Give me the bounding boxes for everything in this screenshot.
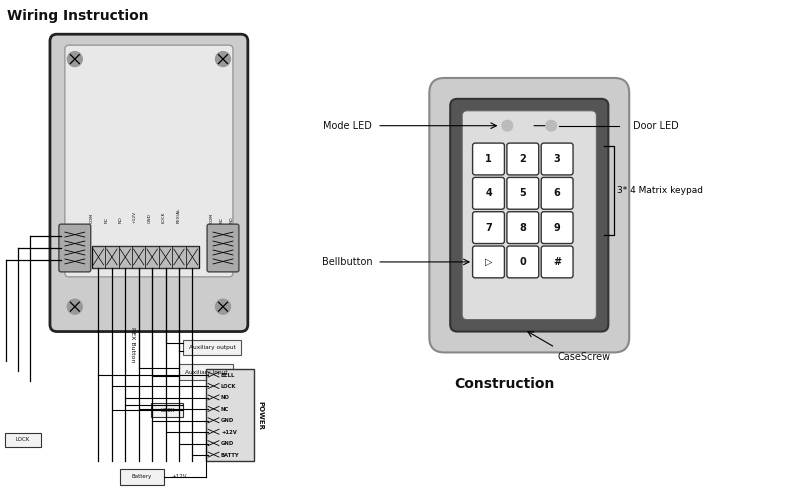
Text: 3* 4 Matrix keypad: 3* 4 Matrix keypad	[618, 186, 703, 195]
Text: BATTY: BATTY	[221, 452, 240, 458]
Text: +12V: +12V	[133, 211, 137, 223]
Text: 4: 4	[485, 188, 492, 198]
Text: POWER: POWER	[258, 400, 264, 430]
Bar	[206, 370, 254, 461]
FancyBboxPatch shape	[59, 224, 90, 272]
Text: 0: 0	[519, 257, 526, 267]
Text: Wiring Instruction: Wiring Instruction	[7, 10, 149, 24]
Text: Auxiliary output: Auxiliary output	[189, 345, 235, 350]
FancyBboxPatch shape	[473, 246, 505, 278]
FancyBboxPatch shape	[473, 143, 505, 175]
Text: 2: 2	[519, 154, 526, 164]
Bar	[179, 364, 233, 380]
Text: 5: 5	[519, 188, 526, 198]
Text: 7: 7	[485, 222, 492, 232]
Circle shape	[546, 120, 557, 131]
Circle shape	[215, 52, 230, 66]
Text: Auxiliary Input: Auxiliary Input	[185, 370, 227, 375]
Text: ▷: ▷	[485, 257, 492, 267]
Text: NO: NO	[230, 216, 234, 223]
FancyBboxPatch shape	[542, 212, 573, 244]
Text: Mode LED: Mode LED	[323, 120, 372, 130]
Bar	[151, 403, 183, 417]
Text: GND: GND	[221, 441, 234, 446]
FancyBboxPatch shape	[450, 99, 608, 332]
Text: +12V: +12V	[171, 474, 186, 480]
FancyBboxPatch shape	[473, 178, 505, 209]
Text: NO: NO	[118, 216, 122, 223]
Bar	[119, 470, 164, 484]
FancyBboxPatch shape	[507, 143, 538, 175]
Circle shape	[67, 299, 82, 314]
Bar	[6, 433, 41, 447]
Text: 3: 3	[554, 154, 561, 164]
Text: COM: COM	[90, 213, 94, 223]
Bar	[183, 340, 241, 355]
FancyBboxPatch shape	[507, 246, 538, 278]
Text: 8: 8	[519, 222, 526, 232]
Text: GND: GND	[221, 418, 234, 424]
FancyBboxPatch shape	[65, 45, 233, 277]
Text: LOCK: LOCK	[160, 408, 174, 412]
Text: BELL: BELL	[221, 372, 235, 378]
Circle shape	[215, 299, 230, 314]
Text: NC: NC	[104, 217, 108, 223]
Text: Battery: Battery	[132, 474, 152, 480]
Text: CaseScrew: CaseScrew	[557, 352, 610, 362]
Text: 1: 1	[485, 154, 492, 164]
Text: +12V: +12V	[221, 430, 237, 434]
FancyBboxPatch shape	[542, 246, 573, 278]
FancyBboxPatch shape	[207, 224, 239, 272]
Text: COM: COM	[210, 213, 214, 223]
Text: Bellbutton: Bellbutton	[322, 257, 372, 267]
Text: #: #	[553, 257, 561, 267]
Text: NC: NC	[220, 217, 224, 223]
FancyBboxPatch shape	[507, 178, 538, 209]
Text: Door LED: Door LED	[633, 120, 678, 130]
FancyBboxPatch shape	[473, 212, 505, 244]
Text: REX Button: REX Button	[130, 326, 135, 362]
Text: 6: 6	[554, 188, 561, 198]
Text: LOCK: LOCK	[162, 212, 166, 223]
FancyBboxPatch shape	[462, 111, 597, 320]
FancyBboxPatch shape	[542, 143, 573, 175]
Circle shape	[502, 120, 513, 131]
Text: NC: NC	[221, 407, 230, 412]
Text: Construction: Construction	[454, 378, 555, 392]
Circle shape	[67, 52, 82, 66]
Text: NO: NO	[221, 396, 230, 400]
FancyBboxPatch shape	[430, 78, 630, 352]
Text: 9: 9	[554, 222, 561, 232]
FancyBboxPatch shape	[50, 34, 248, 332]
FancyBboxPatch shape	[542, 178, 573, 209]
Text: LOCK: LOCK	[221, 384, 236, 389]
Bar	[92, 246, 199, 268]
FancyBboxPatch shape	[507, 212, 538, 244]
Text: GND: GND	[147, 214, 151, 223]
Text: REX/AL: REX/AL	[176, 208, 180, 223]
Text: LOCK: LOCK	[16, 438, 30, 442]
